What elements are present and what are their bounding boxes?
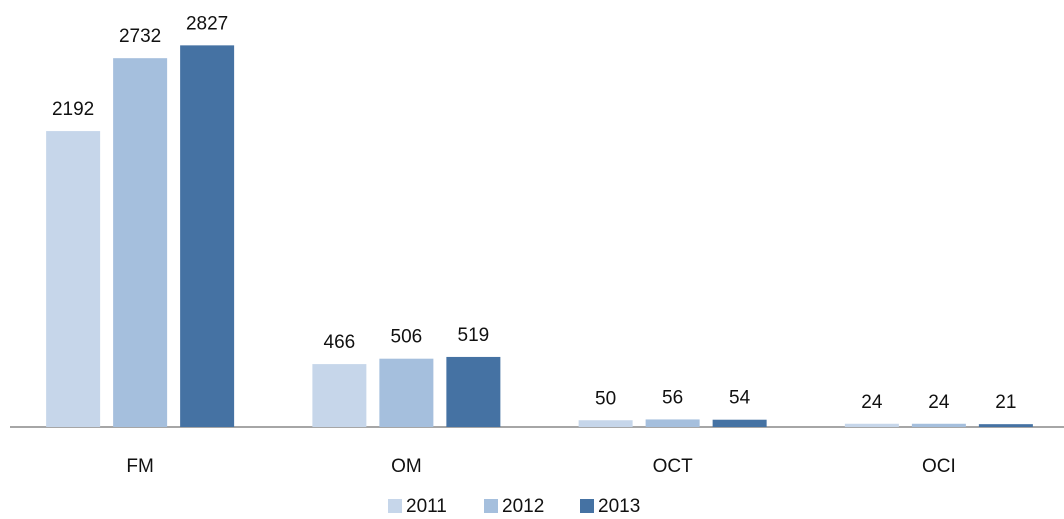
bar [379,358,434,427]
bar [712,419,767,427]
x-tick-label: OCI [922,456,956,477]
data-label: 56 [662,387,683,408]
data-label: 21 [995,392,1016,413]
data-label: 50 [595,388,616,409]
bar [312,364,367,427]
data-label: 466 [324,332,356,353]
data-label: 54 [729,388,751,409]
bar [113,58,168,428]
x-tick-label: OCT [653,456,694,477]
bar [180,45,235,427]
data-label: 2732 [119,26,161,47]
bar [911,423,966,427]
data-label: 506 [391,327,423,348]
data-label: 519 [458,325,490,346]
data-label: 2192 [52,99,94,120]
x-tick-label: FM [126,456,153,477]
bar [46,131,101,427]
bar [645,419,700,427]
legend-swatch [484,499,498,513]
bar [578,420,633,427]
legend-swatch [580,499,594,513]
x-tick-label: OM [391,456,422,477]
legend-label: 2013 [598,496,640,517]
data-label: 2827 [186,13,228,34]
bar [978,424,1033,427]
bar [446,356,501,427]
bar [844,423,899,427]
legend-label: 2011 [406,496,447,517]
data-label: 24 [928,392,950,413]
data-label: 24 [861,392,883,413]
legend-swatch [388,499,402,513]
legend-label: 2012 [502,496,544,517]
